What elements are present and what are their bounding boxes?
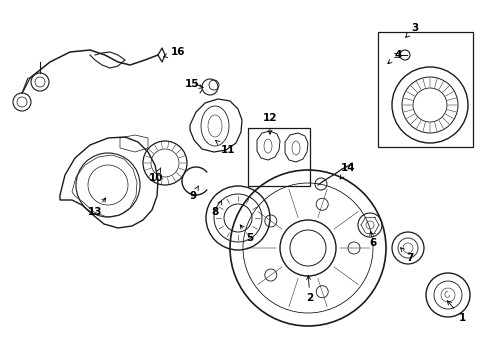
Text: 6: 6 — [368, 231, 376, 248]
Text: 13: 13 — [87, 198, 105, 217]
Text: 14: 14 — [340, 163, 355, 179]
Text: 16: 16 — [163, 47, 185, 58]
Bar — [247, 128, 309, 186]
Text: 9: 9 — [189, 186, 198, 201]
Text: 2: 2 — [306, 276, 313, 303]
Text: 10: 10 — [148, 168, 163, 183]
Bar — [377, 32, 472, 147]
Text: 5: 5 — [240, 225, 253, 243]
Text: 7: 7 — [400, 248, 413, 263]
Text: 12: 12 — [262, 113, 277, 134]
Text: 1: 1 — [447, 301, 465, 323]
Text: 4: 4 — [387, 50, 401, 64]
Text: 15: 15 — [184, 79, 203, 89]
Text: 11: 11 — [215, 140, 235, 155]
Text: 3: 3 — [405, 23, 418, 37]
Text: 8: 8 — [211, 201, 221, 217]
